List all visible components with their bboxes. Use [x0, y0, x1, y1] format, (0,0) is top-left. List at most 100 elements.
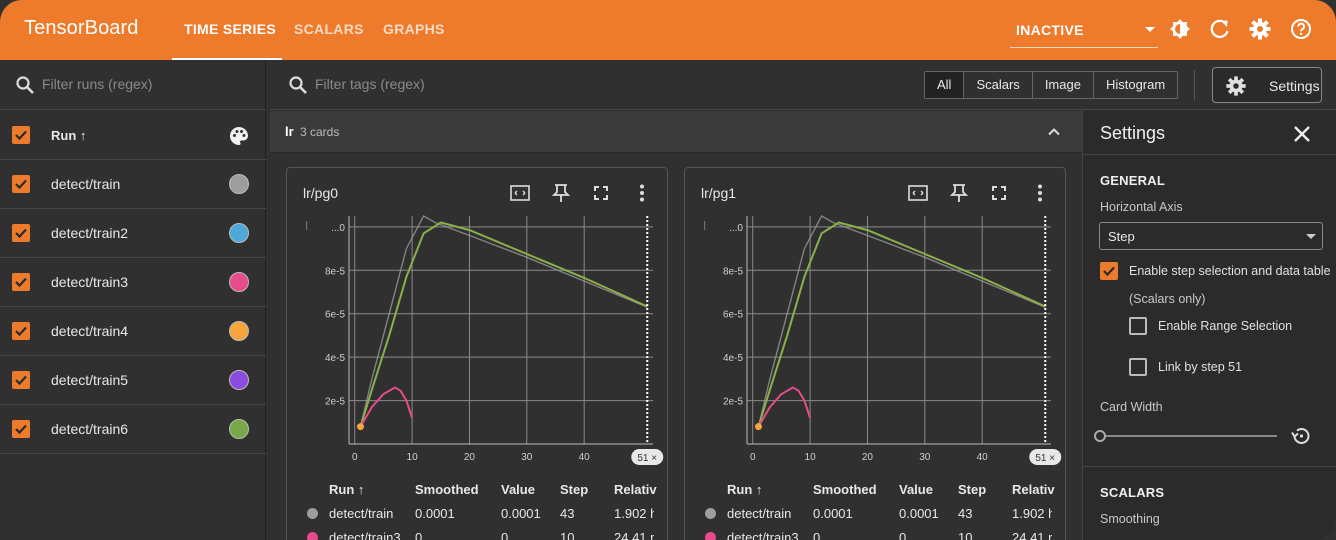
tab-graphs[interactable]: GRAPHS — [383, 21, 445, 37]
plot-grid — [747, 216, 1051, 444]
table-column-header[interactable]: Step — [560, 482, 589, 497]
table-column-header[interactable]: Run ↑ — [727, 482, 763, 497]
run-row[interactable]: detect/train — [0, 160, 266, 209]
table-column-header[interactable]: Value — [501, 482, 535, 497]
fullscreen-icon[interactable] — [988, 182, 1010, 204]
series-line[interactable] — [757, 215, 1046, 427]
run-color-swatch[interactable] — [229, 419, 249, 439]
reset-icon[interactable] — [1290, 425, 1312, 447]
run-color-swatch[interactable] — [229, 272, 249, 292]
runs-filter-input[interactable] — [42, 76, 252, 92]
table-column-header[interactable]: Smoothed — [813, 482, 877, 497]
runs-panel: Run ↑ detect/train detect/train2 detect/tr… — [0, 60, 266, 540]
series-point[interactable] — [754, 423, 762, 431]
table-column-header[interactable]: Relativ — [1012, 482, 1055, 497]
range-selection-checkbox[interactable] — [1129, 317, 1147, 335]
run-checkbox[interactable] — [12, 175, 30, 193]
series-line[interactable] — [757, 221, 1046, 427]
step-badge[interactable] — [631, 449, 664, 465]
series-line[interactable] — [359, 386, 414, 428]
run-checkbox[interactable] — [12, 420, 30, 438]
scalars-heading: SCALARS — [1100, 485, 1165, 500]
top-app-bar: TensorBoard TIME SERIES SCALARS GRAPHS I… — [0, 0, 1336, 60]
run-name: detect/train2 — [51, 225, 129, 241]
link-step-checkbox[interactable] — [1129, 358, 1147, 376]
series-line[interactable] — [359, 215, 648, 427]
run-row[interactable]: detect/train6 — [0, 405, 266, 454]
table-column-header[interactable]: Relativ — [614, 482, 657, 497]
table-column-header[interactable]: Value — [899, 482, 933, 497]
series-point[interactable] — [356, 423, 364, 431]
filter-image-button[interactable]: Image — [1033, 72, 1094, 98]
smoothing-label: Smoothing — [1100, 512, 1160, 526]
run-name: detect/train3 — [51, 274, 129, 290]
fit-to-domain-icon[interactable] — [907, 182, 929, 204]
select-all-checkbox[interactable] — [12, 126, 30, 144]
refresh-icon[interactable] — [1208, 17, 1232, 41]
run-row[interactable]: detect/train4 — [0, 307, 266, 356]
fullscreen-icon[interactable] — [590, 182, 612, 204]
tab-scalars[interactable]: SCALARS — [294, 21, 364, 37]
chevron-up-icon[interactable] — [1045, 123, 1063, 141]
run-color-swatch[interactable] — [229, 174, 249, 194]
y-tick-label: 2e-5 — [723, 397, 743, 408]
card-width-slider-track[interactable] — [1105, 435, 1277, 437]
tab-time-series[interactable]: TIME SERIES — [184, 21, 276, 37]
tags-filter-input[interactable] — [315, 76, 615, 92]
card-group-header[interactable]: lr 3 cards — [270, 111, 1082, 153]
filter-all-button[interactable]: All — [925, 72, 965, 98]
table-column-header[interactable]: Step — [958, 482, 987, 497]
table-cell-step: 43 — [560, 506, 575, 521]
x-tick-label: 10 — [805, 452, 817, 463]
plugin-status-dropdown[interactable]: INACTIVE — [1010, 12, 1158, 48]
pin-icon[interactable] — [550, 182, 572, 204]
range-selection-label: Enable Range Selection — [1158, 319, 1293, 333]
line-chart[interactable]: 2e-5 4e-5 6e-5 8e-5 ...0 0 10 20 30 40 — 51 × — [685, 208, 1067, 480]
series-line[interactable] — [359, 221, 648, 427]
search-icon — [16, 76, 34, 94]
run-checkbox[interactable] — [12, 322, 30, 340]
table-cell-run: detect/train — [727, 506, 792, 521]
line-chart[interactable]: 2e-5 4e-5 6e-5 8e-5 ...0 0 10 20 30 40 — 51 × — [287, 208, 669, 480]
run-color-dot — [307, 532, 318, 540]
settings-button-label: Settings — [1269, 78, 1320, 94]
table-cell-value: 0.0001 — [501, 506, 541, 521]
run-row[interactable]: detect/train3 — [0, 258, 266, 307]
table-column-header[interactable]: Run ↑ — [329, 482, 365, 497]
series-line[interactable] — [757, 386, 812, 428]
run-color-dot — [705, 532, 716, 540]
horizontal-axis-select[interactable]: Step — [1099, 222, 1323, 250]
palette-icon[interactable] — [228, 125, 250, 147]
help-icon[interactable] — [1289, 17, 1313, 41]
run-color-swatch[interactable] — [229, 321, 249, 341]
run-checkbox[interactable] — [12, 371, 30, 389]
more-vert-icon[interactable] — [1029, 182, 1051, 204]
step-selection-checkbox[interactable] — [1100, 262, 1118, 280]
pin-icon[interactable] — [948, 182, 970, 204]
filter-histogram-button[interactable]: Histogram — [1105, 77, 1166, 92]
search-icon — [289, 76, 307, 94]
run-color-swatch[interactable] — [229, 223, 249, 243]
filter-scalars-button[interactable]: Scalars — [964, 72, 1033, 98]
scalar-card: lr/pg1 2e-5 4e-5 6e-5 8e-5 ...0 0 10 20 30 40 — 51 ×… — [684, 167, 1066, 540]
table-cell-smoothed: 0.0001 — [813, 506, 853, 521]
divider — [1083, 154, 1336, 155]
run-row[interactable]: detect/train5 — [0, 356, 266, 405]
y-tick-label: 2e-5 — [325, 397, 345, 408]
more-vert-icon[interactable] — [631, 182, 653, 204]
run-checkbox[interactable] — [12, 273, 30, 291]
settings-button[interactable]: Settings — [1212, 67, 1322, 103]
run-checkbox[interactable] — [12, 224, 30, 242]
gear-icon[interactable] — [1248, 17, 1272, 41]
step-badge[interactable] — [1029, 449, 1062, 465]
run-color-swatch[interactable] — [229, 370, 249, 390]
run-row[interactable]: detect/train2 — [0, 209, 266, 258]
card-width-slider-thumb[interactable] — [1094, 430, 1106, 442]
close-icon[interactable] — [1291, 123, 1313, 145]
run-sort-header[interactable]: Run ↑ — [51, 128, 87, 143]
table-column-header[interactable]: Smoothed — [415, 482, 479, 497]
fit-to-domain-icon[interactable] — [509, 182, 531, 204]
theme-icon[interactable] — [1168, 17, 1192, 41]
x-tick-label: 30 — [919, 452, 931, 463]
